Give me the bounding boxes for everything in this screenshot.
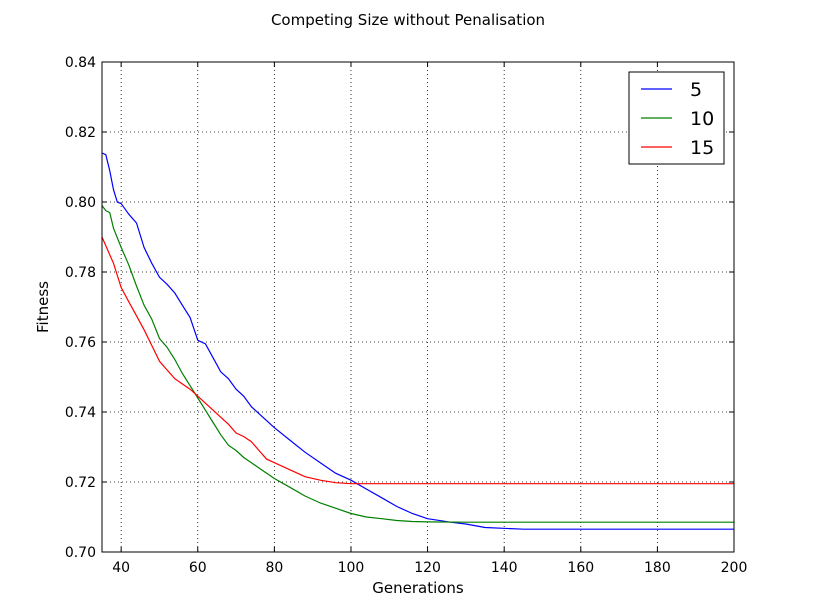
- legend-label-5: 5: [690, 79, 702, 101]
- x-tick-label: 60: [189, 560, 207, 576]
- axis-ticks: 40 60 80 100 120 140 160 180 200 0.70 0.72 0.74 0.76…: [65, 55, 748, 576]
- x-tick-label: 200: [721, 560, 748, 576]
- plot-frame: [101, 61, 735, 553]
- series-line-10: [101, 205, 734, 523]
- y-tick-label: 0.72: [65, 475, 96, 491]
- y-tick-label: 0.74: [65, 405, 96, 421]
- chart-title: Competing Size without Penalisation: [271, 11, 545, 29]
- series-group: [101, 152, 734, 530]
- y-tick-label: 0.82: [65, 125, 96, 141]
- x-tick-label: 100: [338, 560, 365, 576]
- y-axis-label: Fitness: [34, 281, 52, 333]
- x-tick-label: 180: [644, 560, 671, 576]
- x-tick-label: 40: [112, 560, 130, 576]
- series-line-5: [101, 152, 734, 530]
- legend: 5 10 15: [628, 71, 725, 165]
- y-tick-label: 0.84: [65, 55, 96, 71]
- x-tick-label: 80: [265, 560, 283, 576]
- x-tick-label: 160: [567, 560, 594, 576]
- legend-label-10: 10: [690, 108, 714, 130]
- y-tick-label: 0.78: [65, 265, 96, 281]
- x-tick-label: 140: [491, 560, 518, 576]
- legend-label-15: 15: [690, 137, 714, 159]
- series-line-15: [101, 236, 734, 485]
- x-axis-label: Generations: [372, 579, 464, 597]
- y-tick-label: 0.70: [65, 545, 96, 561]
- x-tick-label: 120: [414, 560, 441, 576]
- y-tick-label: 0.80: [65, 195, 96, 211]
- y-tick-label: 0.76: [65, 335, 96, 351]
